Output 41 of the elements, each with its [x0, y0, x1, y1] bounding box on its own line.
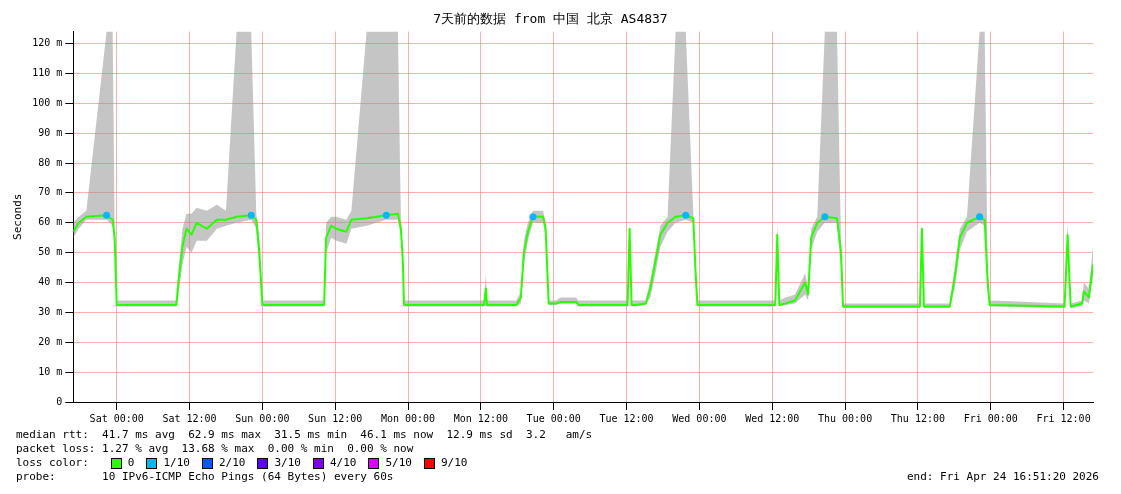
legend-label: 5/10: [385, 456, 412, 470]
y-tick-label: 100 m: [32, 96, 63, 108]
x-tick-label: Wed 00:00: [672, 412, 727, 424]
text: probe: 10 IPv6-ICMP Echo Pings (64 Bytes) every 60s: [16, 470, 394, 484]
y-tick-label: 0: [56, 395, 63, 407]
text: median rtt: 41.7 ms avg 62.9 ms max 31.5 ms min 46.1 ms now 12.9 ms sd 3.2 am/s: [16, 428, 594, 442]
x-tick-label: Fri 00:00: [963, 412, 1018, 424]
y-tick-label: 90 m: [38, 126, 63, 138]
y-tick-label: 50 m: [38, 246, 63, 258]
x-tick-label: Sat 12:00: [162, 412, 217, 424]
legend-label: 2/10: [218, 456, 246, 470]
y-tick-label: 60 m: [38, 216, 63, 228]
legend-label: 1/10: [163, 456, 190, 470]
x-tick-label: Mon 00:00: [380, 412, 436, 424]
y-tick-label: 120 m: [32, 37, 63, 49]
y-tick-label: 80 m: [38, 156, 63, 168]
x-tick-label: Sun 12:00: [308, 412, 363, 424]
y-tick-label: 70 m: [38, 186, 63, 198]
text: end: Fri Apr 24 16:51:20 2026: [906, 470, 1099, 484]
x-tick-label: Fri 12:00: [1036, 412, 1091, 424]
y-axis-title: Seconds: [11, 193, 25, 240]
x-tick-label: Tue 00:00: [526, 412, 581, 424]
y-tick-label: 10 m: [38, 365, 63, 377]
legend-title: loss color:: [16, 456, 89, 470]
y-tick-label: 40 m: [38, 276, 63, 288]
y-tick-label: 30 m: [38, 305, 63, 317]
x-tick-label: Mon 12:00: [453, 412, 508, 424]
y-tick-label: 20 m: [38, 335, 63, 347]
x-tick-label: Thu 12:00: [890, 412, 945, 424]
x-tick-label: Tue 12:00: [599, 412, 654, 424]
y-tick-label: 110 m: [32, 67, 63, 79]
text: packet loss: 1.27 % avg 13.68 % max 0.00 % min 0.00 % now: [16, 442, 415, 456]
legend-label: 3/10: [274, 456, 301, 470]
legend-label: 9/10: [440, 456, 468, 470]
x-tick-label: Sat 00:00: [89, 412, 144, 424]
legend-label: 0: [127, 456, 135, 470]
x-tick-label: Wed 12:00: [745, 412, 800, 424]
chart-title: 7天前的数据 from 中国 北京 AS4837: [433, 11, 668, 27]
x-tick-label: Sun 00:00: [235, 412, 290, 424]
legend-label: 4/10: [329, 456, 357, 470]
x-tick-label: Thu 00:00: [817, 412, 873, 424]
